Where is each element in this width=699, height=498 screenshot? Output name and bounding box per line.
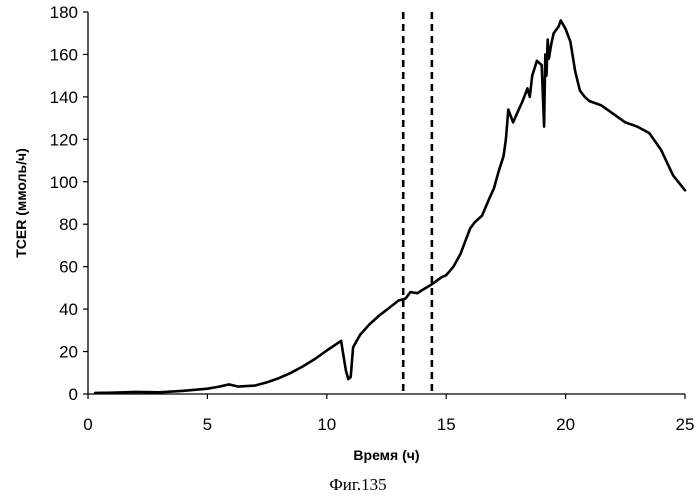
y-tick-label: 40 xyxy=(59,300,78,319)
series-line xyxy=(95,21,685,393)
vertical-markers xyxy=(403,12,432,394)
axes xyxy=(88,12,685,394)
y-tick-label: 120 xyxy=(50,130,78,149)
x-tick-label: 25 xyxy=(676,415,695,434)
x-tick-label: 15 xyxy=(437,415,456,434)
y-axis-label: TCER (ммоль/ч) xyxy=(13,148,29,258)
y-tick-label: 20 xyxy=(59,343,78,362)
y-tick-label: 140 xyxy=(50,88,78,107)
x-tick-label: 0 xyxy=(83,415,92,434)
series-group xyxy=(95,21,685,393)
x-tick-label: 5 xyxy=(203,415,212,434)
y-tick-label: 60 xyxy=(59,258,78,277)
x-axis-label: Время (ч) xyxy=(353,447,419,463)
y-tick-label: 0 xyxy=(69,385,78,404)
y-ticks: 0 20 40 60 80 100 120 140 160 180 xyxy=(50,3,88,404)
y-tick-label: 160 xyxy=(50,45,78,64)
x-tick-label: 20 xyxy=(556,415,575,434)
figure-caption: Фиг.135 xyxy=(329,475,386,494)
x-ticks: 0 5 10 15 20 25 xyxy=(83,394,694,434)
y-tick-label: 180 xyxy=(50,3,78,22)
y-tick-label: 100 xyxy=(50,173,78,192)
y-tick-label: 80 xyxy=(59,215,78,234)
x-tick-label: 10 xyxy=(317,415,336,434)
